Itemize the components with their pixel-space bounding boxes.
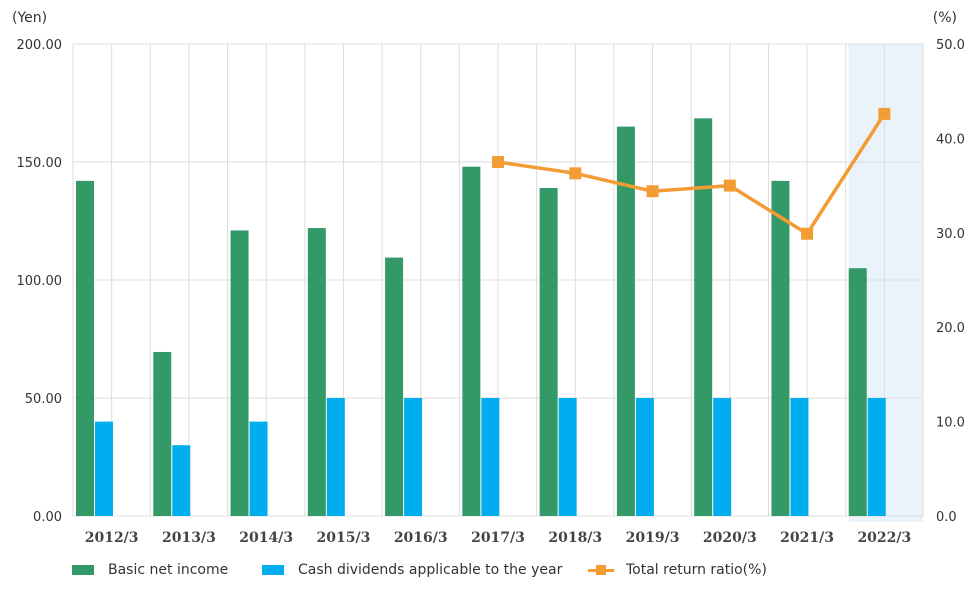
legend-label: Basic net income [108,562,229,578]
legend-item-cash-dividends: Cash dividends applicable to the year [262,562,562,578]
left-axis-tick-label: 150.00 [17,156,63,171]
x-axis-tick-label: 2020/3 [703,530,757,546]
bar-basic-net-income [694,118,713,516]
legend-item-total-return-ratio: Total return ratio(%) [588,562,767,578]
bar-basic-net-income [153,351,172,516]
left-axis-unit: (Yen) [12,10,48,26]
total-return-ratio-marker [646,185,659,198]
bar-basic-net-income [76,180,94,516]
left-axis-tick-label: 100.00 [17,274,63,289]
right-axis-tick-label: 50.0 [936,38,965,53]
legend-swatch-basic-net-income [72,565,94,575]
x-axis-tick-label: 2021/3 [780,530,834,546]
bar-basic-net-income [539,187,558,516]
legend-swatch-cash-dividends [262,565,284,575]
bar-cash-dividends [558,398,577,516]
bar-cash-dividends [326,398,345,516]
bar-cash-dividends [713,398,732,516]
legend-item-basic-net-income: Basic net income [72,562,228,578]
total-return-ratio-marker [569,167,582,180]
bar-basic-net-income [616,126,635,516]
x-axis-tick-label: 2013/3 [162,530,216,546]
chart-area: 0.00 50.00 100.00 150.00 200.00 0.0 10.0 20.0 30… [17,38,965,546]
bar-cash-dividends [790,398,809,516]
bar-basic-net-income [848,268,867,516]
right-axis-tick-label: 10.0 [936,416,965,431]
x-axis-tick-label: 2014/3 [239,530,293,546]
x-axis-tick-label: 2012/3 [85,530,139,546]
total-return-ratio-line [497,112,886,236]
left-axis-tick-label: 200.00 [17,38,63,53]
right-axis-tick-label: 30.0 [936,227,965,242]
right-axis-tick-label: 40.0 [936,132,965,147]
total-return-ratio-marker [492,156,504,168]
x-axis-tick-label: 2019/3 [626,530,680,546]
x-axis-tick-label: 2017/3 [471,530,525,546]
right-axis-unit: (%) [932,10,957,26]
total-return-ratio-marker [801,227,814,240]
legend-swatch-total-return-ratio [588,565,614,575]
bar-basic-net-income [462,166,481,516]
total-return-ratio-marker [723,179,736,192]
bar-cash-dividends [867,398,886,516]
bar-cash-dividends [172,445,191,516]
x-axis-tick-label: 2018/3 [548,530,602,546]
bar-cash-dividends [95,421,113,516]
bar-basic-net-income [771,180,790,516]
x-axis-tick-label: 2016/3 [394,530,448,546]
right-axis-tick-label: 0.0 [936,510,957,525]
left-axis-tick-label: 50.00 [25,392,62,407]
bar-cash-dividends [249,421,268,516]
legend-label: Total return ratio(%) [626,562,767,578]
x-axis-tick-label: 2015/3 [317,530,371,546]
bar-basic-net-income [307,228,326,516]
bar-basic-net-income [230,230,249,516]
legend: Basic net income Cash dividends applicab… [0,562,969,586]
bar-cash-dividends [635,398,654,516]
bar-basic-net-income [385,257,404,516]
bar-cash-dividends [404,398,423,516]
total-return-ratio-marker [878,107,891,120]
left-axis-tick-label: 0.00 [33,510,62,525]
bar-cash-dividends [481,398,500,516]
x-axis-tick-label: 2022/3 [857,530,911,546]
legend-label: Cash dividends applicable to the year [298,562,563,578]
right-axis-tick-label: 20.0 [936,321,965,336]
